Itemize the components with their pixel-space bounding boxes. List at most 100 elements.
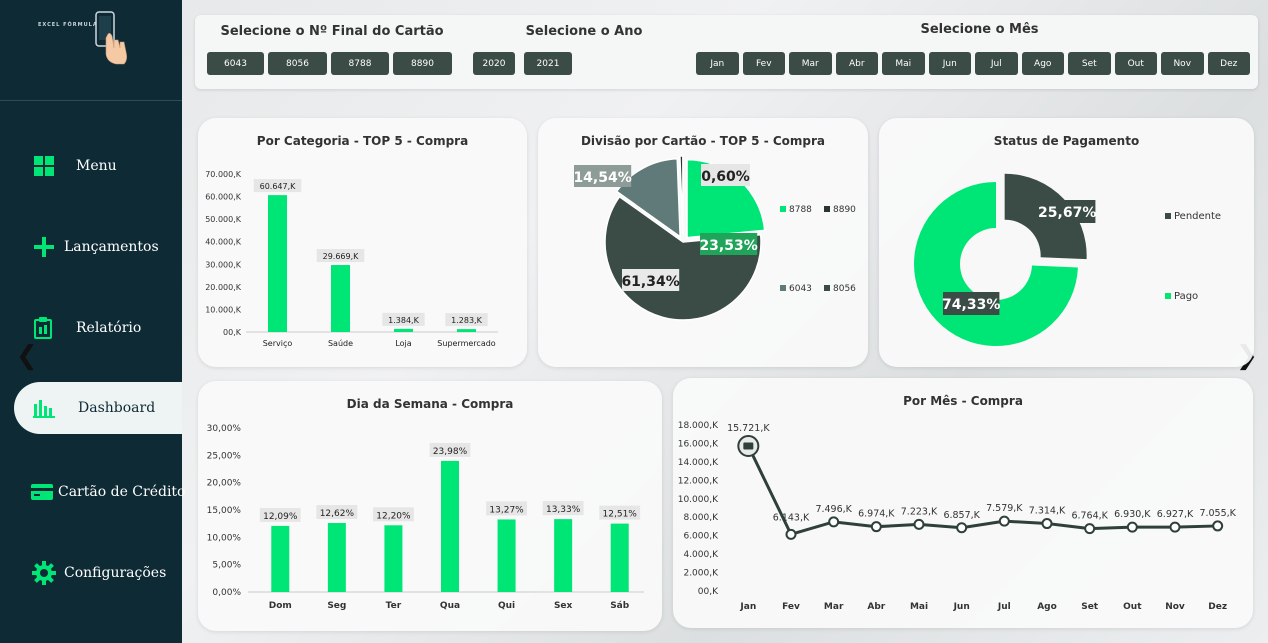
- data-label: 23,53%: [699, 238, 757, 254]
- legend-swatch: [780, 206, 786, 212]
- data-label-bg: [316, 505, 358, 520]
- slicer-card-8788[interactable]: 8788: [331, 52, 389, 75]
- x-tick-label: Ter: [386, 601, 402, 611]
- slicer-month-nov[interactable]: Nov: [1161, 52, 1204, 75]
- logo-text: EXCEL FÓRMULA: [38, 22, 98, 28]
- slicer-year-2021[interactable]: 2021: [524, 52, 572, 75]
- sidebar-item-dashboard[interactable]: Dashboard: [14, 382, 182, 434]
- bar: [331, 265, 350, 332]
- data-label: 6.927,K: [1157, 509, 1194, 520]
- x-tick-label: Set: [1081, 602, 1099, 612]
- data-label: 25,67%: [1038, 205, 1096, 221]
- sidebar: EXCEL FÓRMULA Menu Lançamentos Relatório…: [0, 0, 185, 643]
- data-label: 13,33%: [546, 505, 581, 515]
- data-point: [998, 515, 1010, 527]
- y-tick-label: 10.000,K: [678, 495, 719, 505]
- legend-label: 8890: [833, 205, 856, 215]
- sidebar-item-relatorio[interactable]: Relatório: [14, 302, 182, 354]
- slicer-month-set[interactable]: Set: [1068, 52, 1111, 75]
- y-tick-label: 12.000,K: [678, 476, 719, 486]
- data-label-bg: [701, 164, 750, 186]
- x-tick-label: Jan: [739, 602, 756, 612]
- payment-status-donut-chart: 25,67% 74,33% Pendente Pago: [914, 173, 1221, 346]
- data-label: 1.384,K: [388, 316, 419, 325]
- bar: [497, 519, 516, 592]
- slicer-month-jun[interactable]: Jun: [928, 52, 971, 75]
- data-label-bg: [542, 501, 584, 516]
- y-tick-label: 20.000,K: [205, 283, 242, 292]
- bar: [268, 195, 287, 332]
- month-filter-title: Selecione o Mês: [920, 22, 1039, 37]
- slicer-month-fev[interactable]: Fev: [742, 52, 785, 75]
- y-tick-label: 5,00%: [212, 561, 241, 571]
- slicer-month-abr[interactable]: Abr: [835, 52, 878, 75]
- data-label-bg: [445, 313, 488, 327]
- sidebar-item-label: Relatório: [76, 320, 142, 336]
- data-point: [1212, 520, 1224, 532]
- x-tick-label: Sáb: [610, 601, 630, 611]
- data-label-bg: [700, 233, 758, 255]
- bar: [327, 523, 346, 592]
- card-split-chart-card: Divisão por Cartão - TOP 5 - Compra 23,5…: [538, 118, 868, 367]
- slicer-year-2020[interactable]: 2020: [473, 52, 515, 75]
- sidebar-item-configuracoes[interactable]: Configurações: [14, 547, 182, 599]
- y-tick-label: 70.000,K: [205, 170, 242, 179]
- x-tick-label: Ago: [1037, 602, 1057, 612]
- category-bar-chart: 00,K 10.000,K 20.000,K 30.000,K 40.000,K 50.0…: [205, 170, 498, 348]
- x-tick-label: Serviço: [263, 339, 293, 348]
- data-label: 6.764,K: [1071, 511, 1108, 522]
- phone-hand-icon: [95, 11, 127, 65]
- sidebar-item-cartao[interactable]: Cartão de Crédito: [30, 466, 198, 518]
- bar: [441, 460, 459, 592]
- slicer-month-mai[interactable]: Mai: [882, 52, 925, 75]
- data-label-bg: [574, 165, 632, 187]
- data-point: [828, 516, 840, 528]
- bar-chart-icon: [32, 396, 56, 420]
- data-label-bg: [382, 312, 425, 326]
- y-tick-label: 20,00%: [207, 479, 242, 489]
- slicer-month-ago[interactable]: Ago: [1021, 52, 1064, 75]
- y-tick-label: 60.000,K: [205, 193, 242, 202]
- x-tick-label: Qui: [498, 601, 515, 611]
- x-tick-label: Out: [1123, 602, 1142, 612]
- year-filter-title: Selecione o Ano: [525, 24, 643, 39]
- slicer-month-dez[interactable]: Dez: [1207, 52, 1250, 75]
- slicer-month-jul[interactable]: Jul: [975, 52, 1018, 75]
- y-tick-label: 10.000,K: [205, 305, 242, 314]
- sidebar-item-lancamentos[interactable]: Lançamentos: [14, 221, 182, 273]
- x-tick-label: Jun: [953, 602, 970, 612]
- data-label: 7.055,K: [1199, 508, 1236, 519]
- card-split-pie-chart: 23,53% 61,34% 14,54% 0,60% 8788 8890 6043 8056: [573, 155, 856, 321]
- y-tick-label: 18.000,K: [678, 421, 719, 431]
- y-tick-label: 15,00%: [207, 506, 242, 516]
- series-line: [746, 445, 1218, 537]
- slicer-month-mar[interactable]: Mar: [789, 52, 832, 75]
- slicer-card-8890[interactable]: 8890: [393, 52, 452, 75]
- payment-status-card: Status de Pagamento 25,67% 74,33% Pendente…: [879, 118, 1254, 367]
- data-point: [956, 522, 968, 534]
- chart-title: Por Categoria - TOP 5 - Compra: [256, 134, 469, 148]
- data-label-bg: [1039, 200, 1096, 223]
- y-tick-label: 10,00%: [207, 533, 242, 543]
- data-label: 12,62%: [320, 509, 355, 519]
- legend-swatch: [1165, 213, 1171, 219]
- slicer-month-jan[interactable]: Jan: [696, 52, 739, 75]
- slicer-card-6043[interactable]: 6043: [207, 52, 264, 75]
- data-label: 12,20%: [376, 511, 411, 521]
- y-tick-label: 00,K: [223, 328, 242, 337]
- y-tick-label: 40.000,K: [205, 238, 242, 247]
- y-tick-label: 4.000,K: [683, 550, 719, 560]
- logo: EXCEL FÓRMULA: [0, 0, 182, 101]
- sidebar-item-menu[interactable]: Menu: [14, 140, 182, 192]
- sidebar-item-label: Dashboard: [78, 400, 156, 416]
- data-label-bg: [622, 269, 680, 291]
- data-label: 13,27%: [489, 505, 524, 515]
- monthly-line-chart: 00,K 2.000,K 4.000,K 6.000,K 8.000,K 10.000,K…: [678, 421, 1237, 612]
- y-tick-label: 00,K: [698, 587, 719, 597]
- legend-label: 8788: [789, 205, 812, 215]
- slicer-card-8056[interactable]: 8056: [268, 52, 327, 75]
- data-label: 12,51%: [603, 510, 638, 520]
- slicer-month-out[interactable]: Out: [1114, 52, 1157, 75]
- weekday-chart-card: Dia da Semana - Compra 0,00% 5,00% 10,00% 1…: [198, 381, 662, 631]
- prev-page-arrow-icon[interactable]: ❮: [16, 340, 38, 370]
